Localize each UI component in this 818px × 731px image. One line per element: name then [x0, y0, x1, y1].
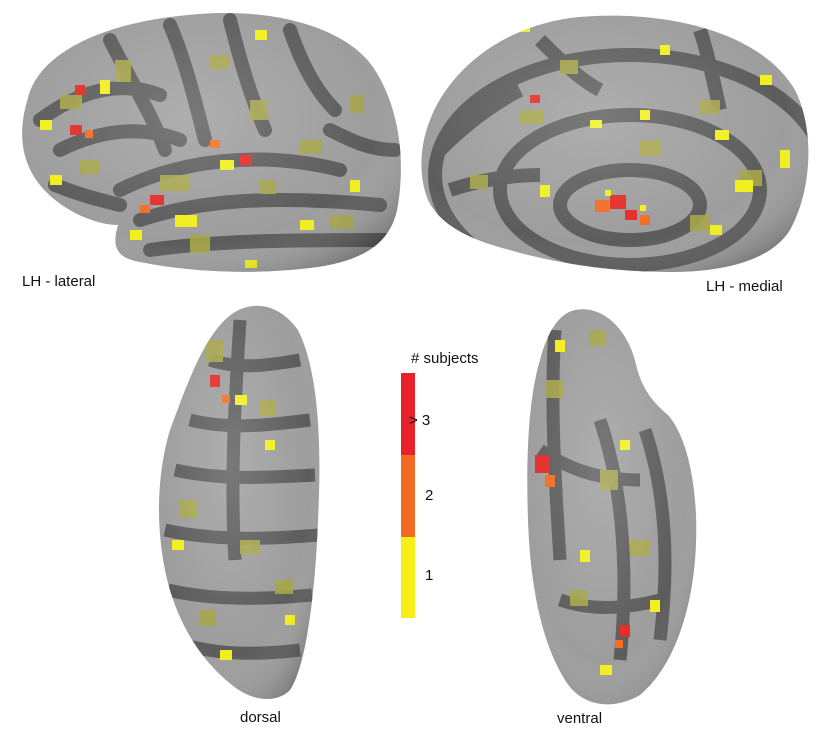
label-dorsal: dorsal	[240, 709, 281, 726]
colorbar-segment-low	[401, 537, 415, 618]
brain-dorsal-view	[158, 305, 320, 700]
colorbar-segment-mid	[401, 455, 415, 537]
colorbar	[401, 373, 415, 618]
colorbar-segment-high	[401, 373, 415, 455]
colorbar-tick-low: 1	[425, 567, 434, 584]
label-lh-medial: LH - medial	[706, 278, 783, 295]
label-ventral: ventral	[557, 710, 603, 727]
brain-medial-view	[421, 15, 809, 272]
brain-ventral-view	[527, 309, 697, 705]
brain-lateral-view	[22, 13, 401, 272]
colorbar-tick-high: > 3	[409, 412, 431, 429]
colorbar-title: # subjects	[411, 350, 479, 367]
colorbar-tick-mid: 2	[425, 487, 434, 504]
label-lh-lateral: LH - lateral	[22, 273, 96, 290]
